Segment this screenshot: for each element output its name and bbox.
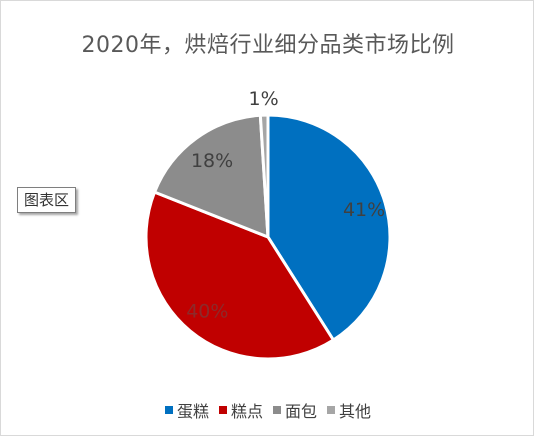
legend-swatch — [218, 406, 227, 414]
legend-label: 其他 — [339, 402, 372, 421]
legend-item-2[interactable]: 糕点 — [218, 398, 263, 422]
data-label-2: 40% — [186, 300, 228, 322]
data-label-3: 18% — [191, 150, 233, 172]
legend-swatch — [164, 406, 173, 414]
pie-slice-4[interactable] — [258, 113, 270, 238]
legend-swatch — [273, 406, 281, 414]
data-label-1: 41% — [343, 199, 385, 221]
pie-slice-2[interactable] — [144, 190, 336, 361]
legend-label: 面包 — [285, 402, 318, 421]
chart-title: 2020年，烘焙行业细分品类市场比例 — [81, 33, 455, 58]
legend-swatch — [327, 406, 336, 414]
legend-item-1[interactable]: 蛋糕 — [164, 398, 209, 422]
pie-slice-3[interactable] — [152, 113, 270, 240]
legend-item-4[interactable]: 其他 — [327, 398, 371, 422]
legend-label: 蛋糕 — [176, 402, 209, 421]
data-label-4: 1% — [249, 88, 279, 110]
legend-item-3[interactable]: 面包 — [273, 398, 317, 422]
chart-legend[interactable]: 蛋糕 糕点 面包 其他 — [1, 398, 535, 422]
legend-label: 糕点 — [230, 402, 263, 421]
chart-area-tooltip: 图表区 — [17, 187, 77, 213]
